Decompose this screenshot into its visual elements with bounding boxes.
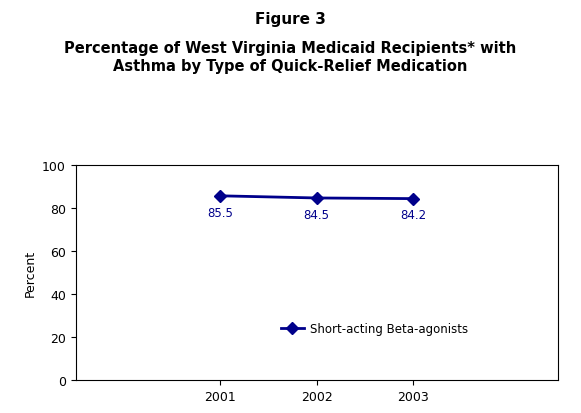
Legend: Short-acting Beta-agonists: Short-acting Beta-agonists — [276, 317, 473, 340]
Y-axis label: Percent: Percent — [23, 249, 37, 296]
Text: 84.5: 84.5 — [304, 208, 329, 221]
Text: 85.5: 85.5 — [207, 206, 233, 219]
Text: Percentage of West Virginia Medicaid Recipients* with
Asthma by Type of Quick-Re: Percentage of West Virginia Medicaid Rec… — [64, 41, 517, 74]
Text: Figure 3: Figure 3 — [255, 12, 326, 27]
Text: 84.2: 84.2 — [400, 209, 426, 222]
